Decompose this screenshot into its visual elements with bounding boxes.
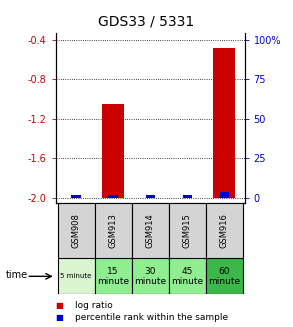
Bar (206, 258, 243, 294)
Bar (206, 203, 243, 258)
Bar (95, 258, 132, 294)
Bar (102, 104, 124, 198)
Text: 30
minute: 30 minute (134, 267, 166, 286)
Text: GSM913: GSM913 (109, 213, 117, 248)
Bar (146, 195, 155, 198)
Bar (95, 203, 132, 258)
Bar (57, 258, 95, 294)
Bar (169, 258, 206, 294)
Text: 5 minute: 5 minute (60, 273, 92, 279)
Text: percentile rank within the sample: percentile rank within the sample (75, 313, 228, 322)
Bar (169, 203, 206, 258)
Text: GSM915: GSM915 (183, 213, 192, 248)
Text: time: time (6, 270, 28, 280)
Text: ■: ■ (56, 301, 64, 310)
Text: GDS33 / 5331: GDS33 / 5331 (98, 15, 195, 29)
Bar (132, 258, 169, 294)
Bar (213, 47, 235, 198)
Bar (57, 203, 95, 258)
Bar (71, 195, 81, 198)
Bar (220, 192, 229, 198)
Bar (183, 195, 192, 198)
Text: 15
minute: 15 minute (97, 267, 129, 286)
Text: log ratio: log ratio (75, 301, 113, 310)
Text: 45
minute: 45 minute (171, 267, 203, 286)
Text: GSM916: GSM916 (220, 213, 229, 248)
Bar (132, 203, 169, 258)
Bar (108, 195, 118, 198)
Text: ■: ■ (56, 313, 64, 322)
Text: GSM908: GSM908 (71, 213, 81, 248)
Text: GSM914: GSM914 (146, 213, 155, 248)
Text: 60
minute: 60 minute (208, 267, 240, 286)
